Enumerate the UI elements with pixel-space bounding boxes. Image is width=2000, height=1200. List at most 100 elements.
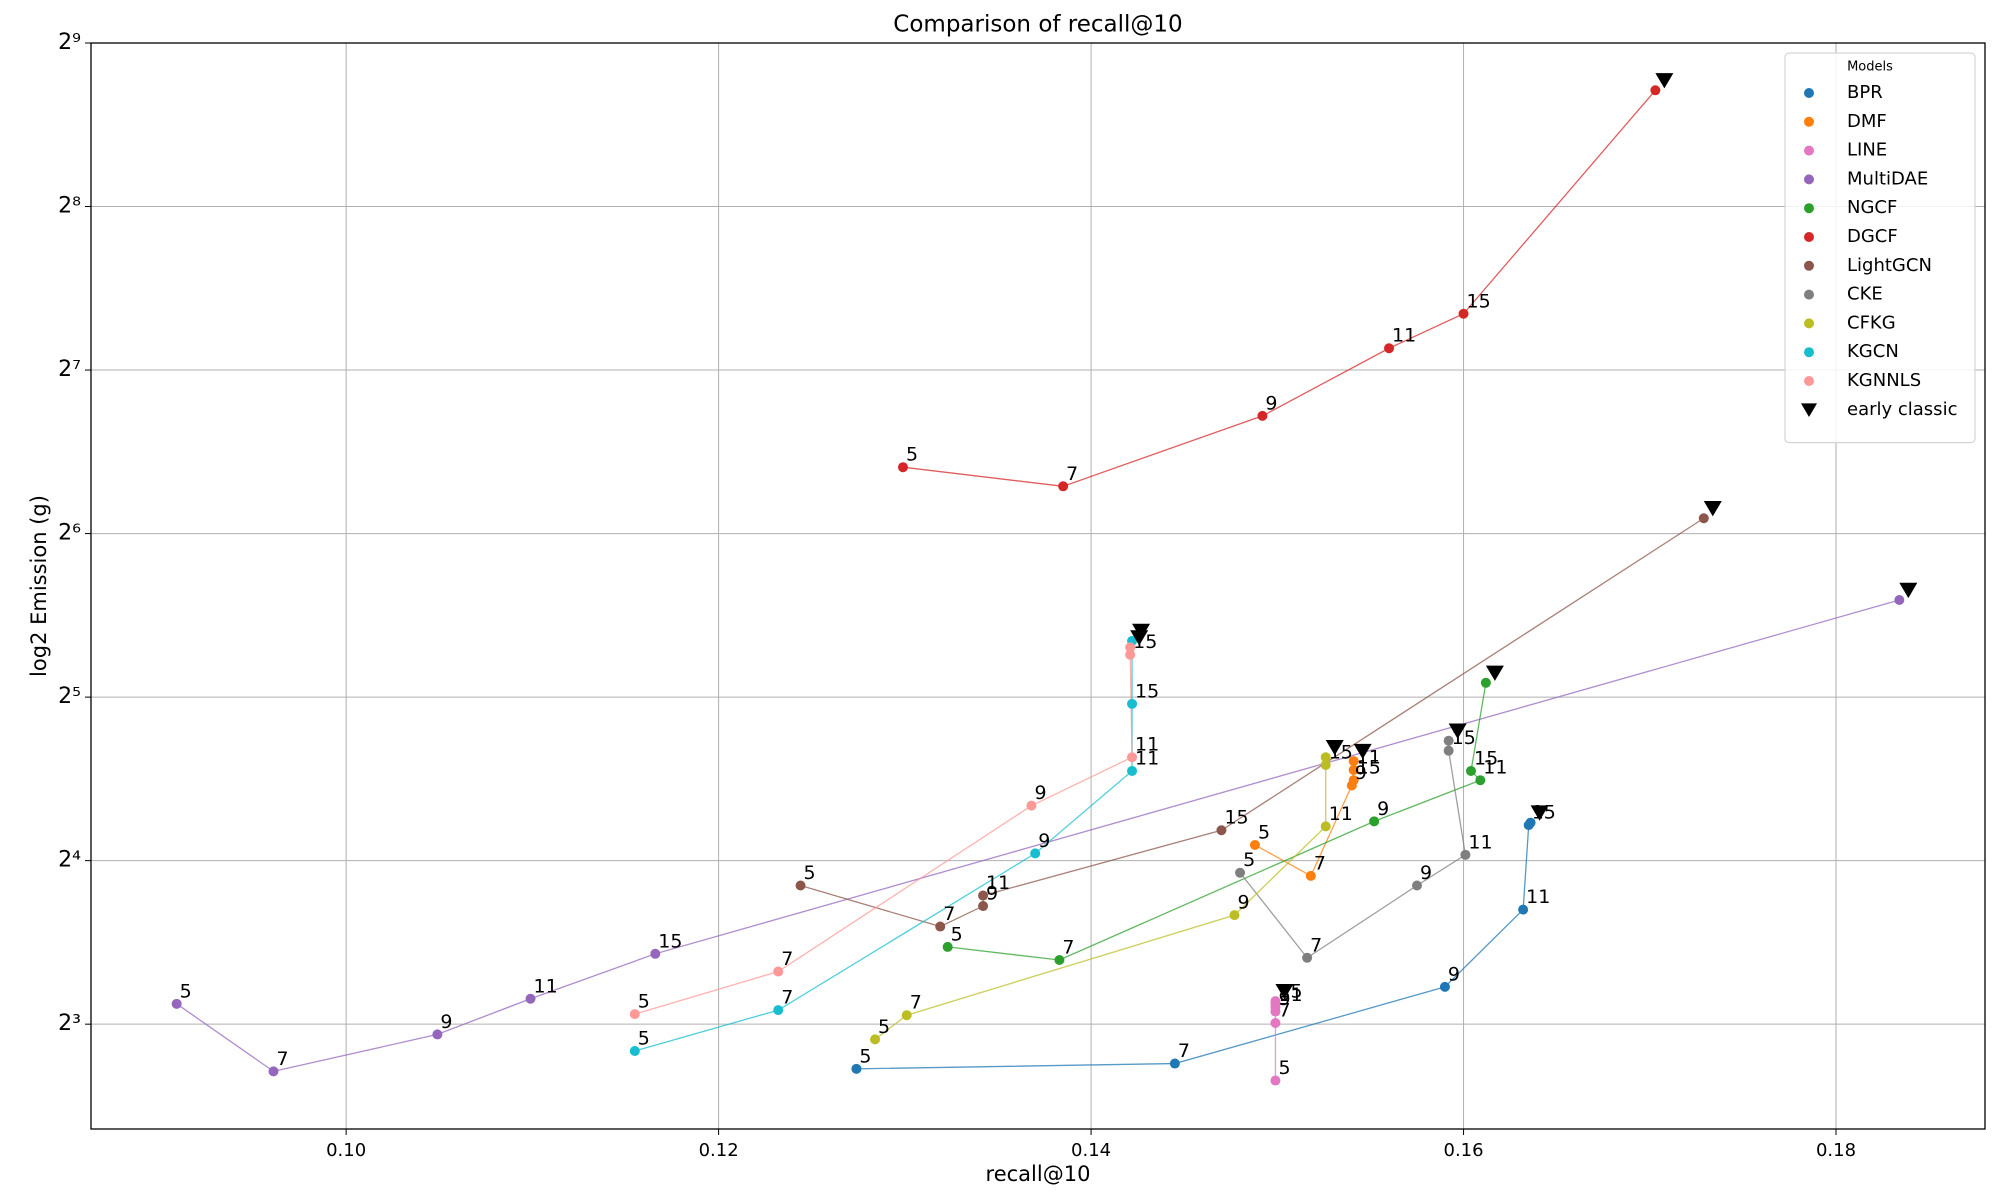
data-point: [1125, 642, 1136, 653]
early-classic-marker: [1899, 582, 1918, 599]
data-point: [1348, 756, 1359, 767]
y-tick-label: 2⁷: [58, 357, 81, 382]
point-label: 11: [1526, 886, 1550, 908]
data-point: [1439, 981, 1450, 992]
point-label: 9: [1237, 892, 1249, 914]
data-point: [1411, 880, 1422, 891]
y-tick-label: 2⁹: [58, 30, 81, 55]
legend-label: DMF: [1847, 111, 1887, 132]
plot-frame: [90, 42, 1986, 1130]
y-tick-label: 2³: [58, 1011, 81, 1036]
legend-marker: [1804, 318, 1814, 329]
data-point: [1127, 765, 1138, 776]
point-label: 7: [1066, 463, 1078, 485]
data-point: [1127, 752, 1138, 763]
legend-label: NGCF: [1847, 197, 1897, 218]
data-point: [978, 901, 989, 912]
point-label: 5: [906, 444, 918, 466]
point-label: 15: [1133, 631, 1157, 653]
data-point: [1216, 825, 1227, 836]
y-tick-label: 2⁵: [58, 684, 81, 709]
data-point: [1058, 481, 1069, 492]
x-axis-label: recall@10: [986, 1162, 1091, 1186]
data-point: [1249, 839, 1260, 850]
point-label: 15: [1224, 807, 1248, 829]
legend-marker: [1804, 347, 1814, 358]
data-point: [1348, 764, 1359, 775]
point-label: 11: [1278, 984, 1302, 1006]
legend-label: LightGCN: [1847, 255, 1932, 276]
legend-marker: [1804, 376, 1814, 386]
data-point: [1480, 677, 1491, 688]
data-point: [1235, 867, 1246, 878]
point-label: 7: [943, 903, 955, 925]
point-label: 9: [1448, 963, 1460, 985]
y-tick-label: 2⁴: [58, 848, 81, 873]
legend-title: Models: [1847, 60, 1893, 75]
data-point: [901, 1010, 912, 1021]
series-line: [176, 599, 1900, 1073]
point-label: 7: [1278, 999, 1290, 1021]
x-tick-label: 0.16: [1444, 1140, 1484, 1161]
point-label: 11: [1392, 325, 1416, 347]
early-classic-marker: [1703, 501, 1722, 517]
legend-marker: [1804, 232, 1814, 242]
data-point: [1026, 800, 1037, 811]
legend-marker: [1801, 403, 1817, 417]
data-point: [525, 993, 536, 1004]
data-point: [897, 462, 908, 473]
data-point: [432, 1029, 443, 1040]
legend-marker: [1804, 88, 1814, 98]
data-point: [1320, 759, 1331, 770]
point-label: 11: [1483, 757, 1507, 779]
data-point: [978, 890, 989, 901]
legend-label: KGCN: [1847, 341, 1899, 362]
point-label: 15: [1452, 727, 1476, 749]
data-point: [795, 880, 806, 891]
x-tick-label: 0.14: [1071, 1140, 1111, 1161]
data-point: [1270, 1017, 1281, 1028]
point-label: 7: [910, 992, 922, 1014]
point-label: 7: [1314, 852, 1326, 874]
y-axis-label: log2 Emission (g): [27, 495, 51, 677]
data-point: [650, 948, 661, 959]
data-point: [1465, 765, 1476, 776]
point-label: 9: [1355, 762, 1367, 784]
data-point: [1270, 1075, 1281, 1086]
point-label: 5: [638, 1028, 650, 1050]
data-point: [1443, 745, 1454, 756]
data-point: [1458, 308, 1469, 319]
early-classic-marker: [1275, 983, 1294, 1000]
legend-marker: [1804, 289, 1814, 300]
legend-label: CKE: [1847, 284, 1883, 305]
legend-label: CFKG: [1847, 312, 1896, 333]
data-point: [851, 1063, 862, 1074]
data-point: [1125, 649, 1136, 660]
data-point: [1369, 816, 1380, 827]
point-label: 9: [986, 883, 998, 905]
series-line: [634, 640, 1133, 1052]
data-point: [629, 1009, 640, 1020]
legend-label: KGNNLS: [1847, 370, 1921, 391]
x-tick-label: 0.10: [326, 1140, 366, 1161]
legend-label: early classic: [1847, 399, 1957, 420]
data-point: [1054, 955, 1065, 966]
data-point: [1270, 996, 1281, 1007]
point-label: 7: [1310, 934, 1322, 956]
point-label: 11: [1357, 746, 1381, 768]
point-label: 9: [1038, 830, 1050, 852]
point-label: 15: [1278, 980, 1302, 1002]
legend-label: MultiDAE: [1847, 168, 1928, 189]
legend-label: BPR: [1847, 82, 1883, 103]
early-classic-marker: [1485, 665, 1504, 681]
point-label: 15: [1329, 741, 1353, 763]
data-point: [1305, 870, 1316, 881]
point-label: 7: [781, 987, 793, 1009]
point-label: 7: [1178, 1040, 1190, 1062]
data-point: [1030, 848, 1041, 859]
point-label: 15: [658, 930, 682, 952]
point-label: 5: [1258, 821, 1270, 843]
legend: Models BPR DMF LINE MultiDAE NGCF DGCF LightGCN…: [1784, 52, 1976, 444]
